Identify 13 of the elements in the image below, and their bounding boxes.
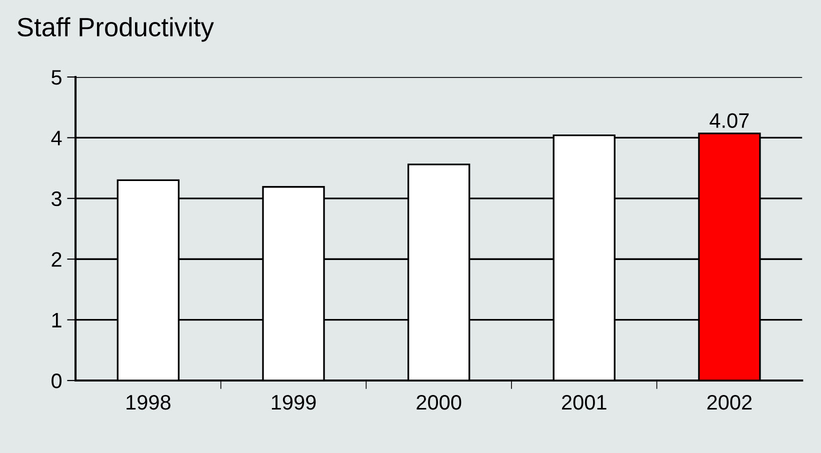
data-label: 4.07 bbox=[710, 113, 749, 128]
x-tick-label: 2000 bbox=[416, 394, 462, 410]
y-tick-label: 0 bbox=[52, 374, 62, 388]
y-tick-label: 1 bbox=[52, 313, 62, 328]
y-tick-label: 2 bbox=[52, 252, 62, 267]
y-tick-label: 5 bbox=[52, 70, 62, 85]
y-tick-label: 4 bbox=[51, 130, 62, 146]
y-tick-label: 3 bbox=[52, 191, 62, 206]
x-tick-label: 2002 bbox=[707, 394, 752, 410]
chart-title: Staff Productivity bbox=[18, 17, 214, 42]
x-tick-label: 1999 bbox=[272, 394, 316, 410]
x-tick-label: 2001 bbox=[562, 394, 606, 410]
x-tick-label: 1998 bbox=[126, 394, 170, 410]
